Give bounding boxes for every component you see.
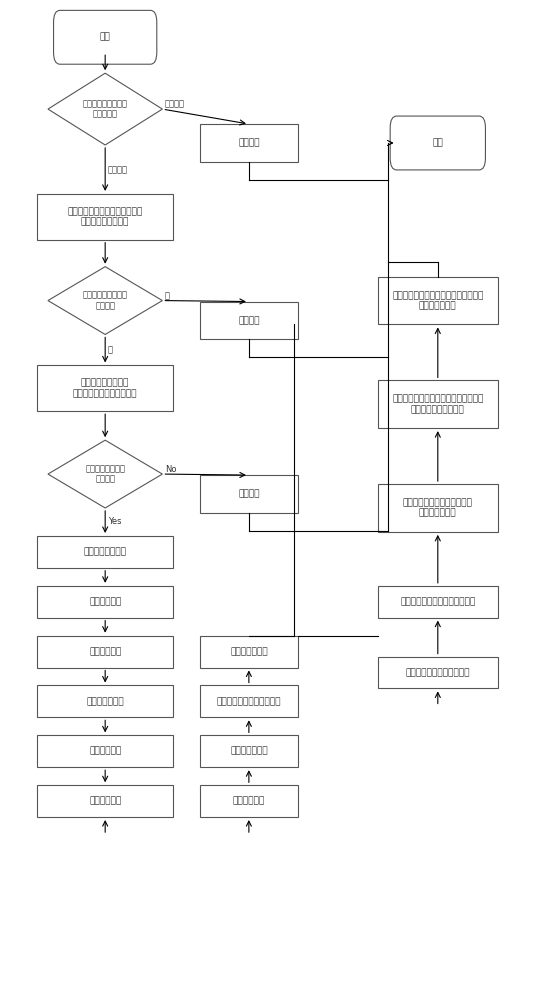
Text: 导出非道岔防护的信号系统进入和退出
信号机的特殊数据格式: 导出非道岔防护的信号系统进入和退出 信号机的特殊数据格式 [392,395,484,414]
FancyBboxPatch shape [200,636,298,668]
FancyBboxPatch shape [378,380,498,428]
Text: 检查需要的数据项
是否存在: 检查需要的数据项 是否存在 [85,464,125,484]
FancyBboxPatch shape [37,586,173,618]
Text: 导出信号机数据: 导出信号机数据 [86,697,124,706]
FancyBboxPatch shape [200,785,298,817]
FancyBboxPatch shape [37,685,173,717]
FancyBboxPatch shape [378,657,498,688]
Text: 导出信号系统边界区段的外部邻接区段
的特殊数据格式: 导出信号系统边界区段的外部邻接区段 的特殊数据格式 [392,291,484,310]
FancyBboxPatch shape [378,277,498,324]
FancyBboxPatch shape [37,536,173,568]
FancyBboxPatch shape [200,735,298,767]
Text: 导出拓扑分段数据: 导出拓扑分段数据 [83,547,127,556]
Text: 开始: 开始 [100,33,111,42]
Polygon shape [48,73,163,145]
Text: Yes: Yes [108,517,121,526]
FancyBboxPatch shape [200,685,298,717]
FancyBboxPatch shape [54,10,157,64]
FancyBboxPatch shape [378,586,498,618]
FancyBboxPatch shape [200,302,298,339]
FancyBboxPatch shape [378,484,498,532]
Text: 导出侵限计轴及其邻近道岔的
特殊数据的格式: 导出侵限计轴及其邻近道岔的 特殊数据的格式 [403,498,473,518]
Text: 导出站台数据: 导出站台数据 [233,797,265,806]
Text: 报警提示: 报警提示 [238,138,259,147]
Text: 打开失败: 打开失败 [165,100,185,109]
Text: 遍历检查数据表格，
得到所需数据项的索引位置: 遍历检查数据表格， 得到所需数据项的索引位置 [73,379,137,398]
Text: 导出区段数据: 导出区段数据 [89,747,121,756]
Polygon shape [48,267,163,334]
FancyBboxPatch shape [37,785,173,817]
Text: 报警提示: 报警提示 [238,490,259,499]
Text: 导出计轴数据: 导出计轴数据 [89,647,121,656]
Text: 导出站台紧急关闭按鈕数据: 导出站台紧急关闭按鈕数据 [217,697,281,706]
FancyBboxPatch shape [390,116,485,170]
Text: 导出轨道正常运营方向数据: 导出轨道正常运营方向数据 [406,668,470,677]
Text: 导出道岔数据: 导出道岔数据 [89,797,121,806]
Text: 结束: 结束 [432,138,443,147]
Text: 导出控区数据: 导出控区数据 [89,597,121,606]
Text: 否: 否 [165,291,170,300]
Text: 是: 是 [108,345,113,354]
FancyBboxPatch shape [200,475,298,513]
Polygon shape [48,440,163,508]
Text: 打开选定的轨道线路
数据库文件: 打开选定的轨道线路 数据库文件 [83,99,128,119]
FancyBboxPatch shape [37,636,173,668]
FancyBboxPatch shape [37,365,173,411]
Text: 遍历检查轨道线路数据库文件，
清除其中的格式错误: 遍历检查轨道线路数据库文件， 清除其中的格式错误 [67,207,143,226]
FancyBboxPatch shape [200,124,298,162]
Text: 导出拓扑分段特殊运营方向格式: 导出拓扑分段特殊运营方向格式 [400,597,476,606]
Text: 导出屏蔽门数据: 导出屏蔽门数据 [230,747,268,756]
FancyBboxPatch shape [37,735,173,767]
Text: No: No [165,465,177,474]
Text: 打开成功: 打开成功 [108,165,128,174]
FancyBboxPatch shape [37,194,173,240]
Text: 报警提示: 报警提示 [238,316,259,325]
Text: 检查需要的数据表格
是否存在: 检查需要的数据表格 是否存在 [83,291,128,310]
Text: 导出防滘门数据: 导出防滘门数据 [230,647,268,656]
